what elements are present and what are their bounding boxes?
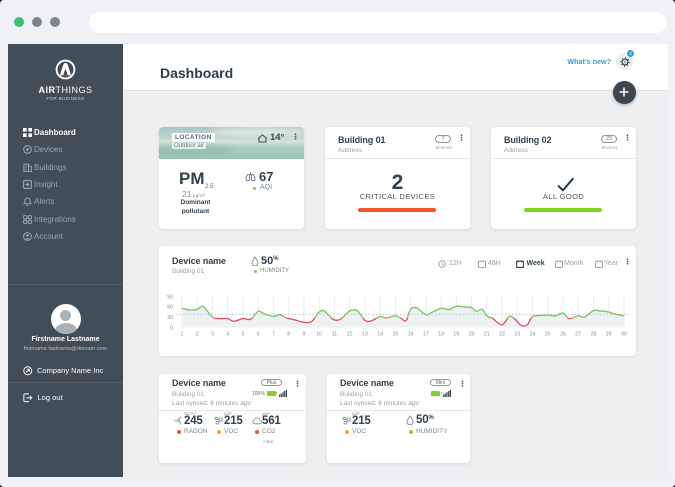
- svg-text:30: 30: [167, 315, 173, 321]
- svg-text:27: 27: [575, 332, 581, 338]
- svg-text:6: 6: [257, 332, 260, 338]
- svg-text:29: 29: [606, 332, 612, 338]
- svg-text:11: 11: [332, 332, 337, 338]
- svg-text:14: 14: [377, 332, 383, 338]
- svg-text:19: 19: [453, 332, 459, 338]
- svg-text:3: 3: [211, 332, 214, 338]
- svg-text:5: 5: [242, 332, 245, 338]
- svg-text:28: 28: [591, 332, 597, 338]
- svg-text:4: 4: [226, 332, 229, 338]
- svg-text:60: 60: [167, 305, 173, 311]
- svg-text:12: 12: [347, 332, 353, 338]
- svg-text:10: 10: [316, 332, 322, 338]
- svg-text:2: 2: [196, 332, 199, 338]
- svg-text:90: 90: [167, 294, 173, 300]
- svg-text:1: 1: [181, 332, 184, 338]
- svg-text:8: 8: [287, 332, 290, 338]
- svg-text:20: 20: [469, 332, 475, 338]
- svg-text:30: 30: [621, 332, 627, 338]
- svg-text:13: 13: [362, 332, 368, 338]
- svg-text:9: 9: [302, 332, 305, 338]
- svg-text:23: 23: [514, 332, 520, 338]
- svg-text:22: 22: [499, 332, 505, 338]
- svg-text:18: 18: [438, 332, 444, 338]
- svg-text:25: 25: [545, 332, 551, 338]
- svg-text:24: 24: [530, 332, 536, 338]
- svg-text:0: 0: [170, 325, 173, 331]
- svg-text:21: 21: [484, 332, 490, 338]
- svg-text:15: 15: [393, 332, 399, 338]
- svg-text:17: 17: [423, 332, 429, 338]
- svg-text:16: 16: [408, 332, 414, 338]
- svg-text:7: 7: [272, 332, 275, 338]
- svg-text:26: 26: [560, 332, 566, 338]
